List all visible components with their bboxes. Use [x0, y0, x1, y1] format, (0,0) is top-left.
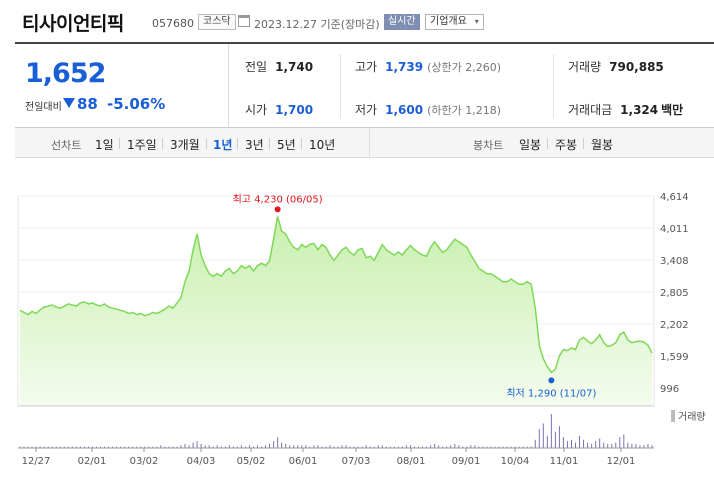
x-tick-label: 05/02	[237, 456, 266, 467]
x-tick-label: 03/02	[130, 456, 159, 467]
chart-period-tabs: 선차트 1일 1주일 3개월 1년 3년 5년 10년 봉차트 일봉 주봉 월봉	[15, 128, 714, 158]
tab-3y[interactable]: 3년	[245, 138, 264, 152]
trade-value-value: 1,324	[620, 103, 659, 117]
reference-date: 2023.12.27 기준(장마감)	[254, 18, 380, 31]
x-tick-label: 02/01	[78, 456, 107, 467]
x-tick-label: 11/01	[550, 456, 579, 467]
prev-close-value: 1,740	[275, 60, 314, 74]
y-tick-label: 3,408	[660, 256, 689, 267]
volume-label: 거래량	[678, 411, 706, 423]
tab-3m[interactable]: 3개월	[170, 138, 200, 152]
tab-daily-candle[interactable]: 일봉	[519, 138, 542, 152]
tab-separator	[547, 138, 548, 149]
y-tick-label: 996	[660, 384, 679, 395]
tab-1w[interactable]: 1주일	[127, 138, 157, 152]
market-badge: 코스닥	[198, 14, 236, 30]
y-tick-label: 2,202	[660, 320, 689, 331]
open-stat: 시가 1,700	[245, 101, 313, 118]
line-chart-label: 선차트	[51, 139, 82, 152]
y-tick-label: 4,614	[660, 192, 689, 203]
candle-chart-label: 봉차트	[473, 139, 504, 152]
prev-close-stat: 전일 1,740	[245, 58, 313, 75]
x-tick-label: 08/01	[397, 456, 426, 467]
x-tick-label: 09/01	[452, 456, 481, 467]
upper-limit: (상한가 2,260)	[427, 61, 501, 74]
y-tick-label: 1,599	[660, 352, 689, 363]
volume-stat: 거래량 790,885	[568, 58, 664, 75]
low-stat: 저가 1,600 (하한가 1,218)	[355, 101, 501, 118]
tab-1d[interactable]: 1일	[95, 138, 114, 152]
low-label: 저가	[355, 103, 378, 117]
trade-value-stat: 거래대금 1,324 백만	[568, 101, 683, 118]
x-tick-label: 12/27	[22, 456, 51, 467]
tab-1y[interactable]: 1년	[213, 138, 233, 152]
x-tick-label: 07/03	[342, 456, 371, 467]
trade-value-label: 거래대금	[568, 103, 613, 117]
stock-code: 057680	[152, 17, 194, 30]
tab-10y[interactable]: 10년	[309, 138, 336, 152]
x-tick-label: 06/01	[289, 456, 318, 467]
x-tick-label: 04/03	[187, 456, 216, 467]
x-tick-label: 12/01	[607, 456, 636, 467]
tab-5y[interactable]: 5년	[277, 138, 296, 152]
price-line	[19, 216, 653, 374]
tab-separator	[583, 138, 584, 149]
divider	[340, 54, 341, 118]
change-label: 전일대비	[25, 102, 62, 113]
prev-close-label: 전일	[245, 60, 268, 74]
open-label: 시가	[245, 103, 268, 117]
tab-separator	[119, 138, 120, 149]
high-stat: 고가 1,739 (상한가 2,260)	[355, 58, 501, 75]
high-annotation: 최고 4,230 (06/05)	[233, 193, 323, 205]
current-price: 1,652	[25, 58, 106, 89]
price-area	[20, 216, 652, 406]
high-marker	[274, 206, 281, 213]
high-value: 1,739	[385, 60, 424, 74]
divider	[553, 54, 554, 118]
volume-label: 거래량	[568, 60, 602, 74]
tab-separator	[237, 138, 238, 149]
volume-value: 790,885	[609, 60, 664, 74]
tab-separator	[206, 138, 207, 149]
trade-value-unit: 백만	[661, 103, 684, 117]
price-chart: 최고 4,230 (06/05) 최저 1,290 (11/07) 4,614 4,…	[17, 192, 706, 467]
open-value: 1,700	[275, 103, 314, 117]
y-tick-label: 2,805	[660, 288, 689, 299]
high-label: 고가	[355, 60, 378, 74]
tab-separator	[301, 138, 302, 149]
price-summary: 1,652 전일대비 88 -5.06% 전일 1,740 시가 1,700 고가 1…	[15, 42, 714, 128]
down-arrow-icon	[63, 98, 75, 108]
low-marker	[548, 377, 555, 384]
y-tick-label: 4,011	[660, 224, 689, 235]
company-overview-label: 기업개요	[430, 16, 467, 27]
tab-weekly-candle[interactable]: 주봉	[555, 138, 578, 152]
tab-monthly-candle[interactable]: 월봉	[591, 138, 614, 152]
company-overview-dropdown[interactable]: 기업개요 ▾	[425, 14, 484, 30]
realtime-button[interactable]: 실시간	[384, 14, 420, 30]
low-annotation: 최저 1,290 (11/07)	[506, 387, 596, 399]
change-percent: -5.06%	[107, 95, 166, 113]
company-name: 티사이언티픽	[22, 13, 124, 35]
stock-header: 티사이언티픽 057680 코스닥 2023.12.27 기준(장마감) 실시간…	[0, 0, 714, 42]
chevron-down-icon: ▾	[474, 17, 479, 26]
calendar-icon	[238, 15, 250, 27]
current-price-panel: 1,652 전일대비 88 -5.06%	[15, 44, 229, 127]
tabbar-divider	[369, 128, 370, 158]
x-tick-label: 10/04	[501, 456, 530, 467]
low-value: 1,600	[385, 103, 424, 117]
tab-separator	[269, 138, 270, 149]
change-value: 88	[77, 95, 98, 113]
tab-separator	[162, 138, 163, 149]
lower-limit: (하한가 1,218)	[427, 104, 501, 117]
